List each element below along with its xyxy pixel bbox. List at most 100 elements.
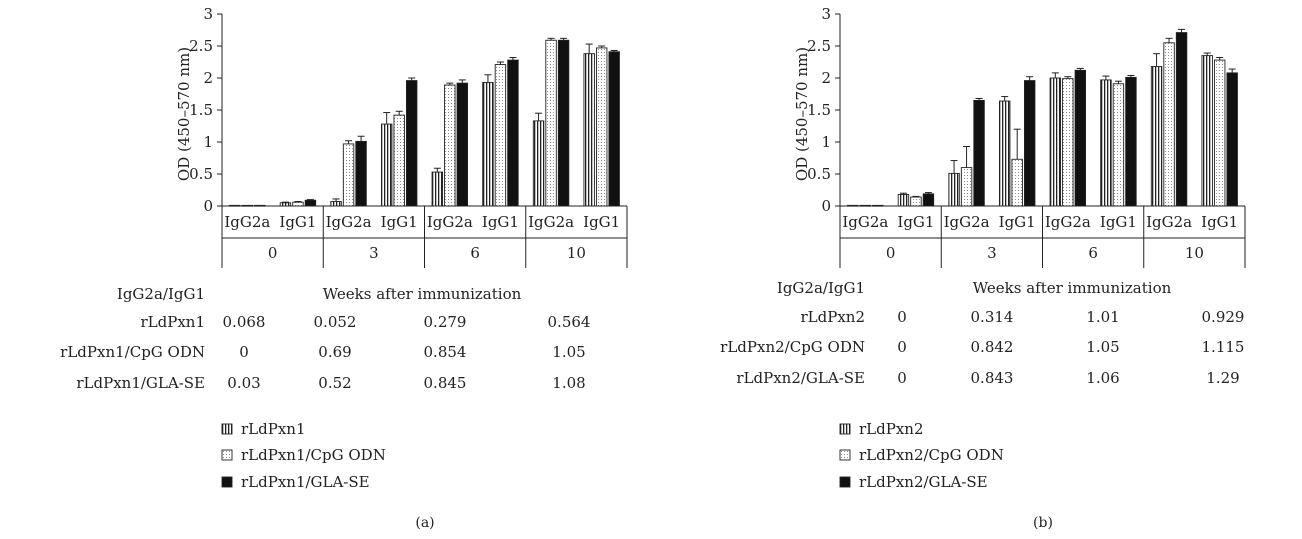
bar-rldpxn1-igg2a-week-10 xyxy=(532,120,545,207)
bar-rldpxn2-igg2a-week-0 xyxy=(847,204,859,207)
bar-rldpxn1-igg1-week-6 xyxy=(482,82,494,207)
subcategory-label-igg1: IgG1 xyxy=(999,213,1036,231)
y-tick-label: 0.5 xyxy=(807,165,831,183)
table-cell: 1.05 xyxy=(1086,338,1119,356)
legend-swatch-rldpxn1-gla-se xyxy=(221,476,233,488)
y-tick-label: 1.5 xyxy=(189,101,213,119)
bar-rldpxn2-cpg-odn-igg1-week-3 xyxy=(1011,158,1023,207)
table-cell: 0 xyxy=(897,338,907,356)
y-tick-label: 1 xyxy=(821,133,831,151)
subcategory-label-igg1: IgG1 xyxy=(897,213,934,231)
subcategory-label-igg1: IgG1 xyxy=(583,213,620,231)
bar-rldpxn1-cpg-odn-igg2a-week-6 xyxy=(444,84,456,207)
group-label-week-0: 0 xyxy=(268,244,278,262)
table-row-label: rLdPxn2/CpG ODN xyxy=(720,338,865,356)
legend-swatch-rldpxn2-gla-se xyxy=(839,476,851,488)
legend-swatch-rldpxn1 xyxy=(221,423,233,435)
table-cell: 0.279 xyxy=(424,313,467,331)
table-cell: 0.854 xyxy=(424,343,467,361)
bar-rldpxn2-gla-se-igg1-week-10 xyxy=(1226,72,1238,207)
bar-rldpxn2-igg1-week-0 xyxy=(897,194,910,207)
y-tick-label: 3 xyxy=(203,5,213,23)
y-tick-label: 3 xyxy=(821,5,831,23)
subcategory-label-igg2a: IgG2a xyxy=(326,213,372,231)
panel-label: (a) xyxy=(415,515,434,531)
table-cell: 1.08 xyxy=(552,374,585,392)
table-cell: 0 xyxy=(897,308,907,326)
group-label-week-6: 6 xyxy=(1088,244,1098,262)
table-cell: 0.03 xyxy=(227,374,260,392)
subcategory-label-igg2a: IgG2a xyxy=(528,213,574,231)
y-tick-label: 2.5 xyxy=(807,37,831,55)
bar-rldpxn2-cpg-odn-igg1-week-0 xyxy=(910,196,922,207)
legend-label: rLdPxn1/CpG ODN xyxy=(241,446,386,464)
table-header-ratio: IgG2a/IgG1 xyxy=(117,285,205,303)
bar-rldpxn2-igg2a-week-10 xyxy=(1150,66,1163,207)
group-label-week-10: 10 xyxy=(1185,244,1204,262)
bar-rldpxn2-igg1-week-3 xyxy=(998,100,1011,207)
table-cell: 0.69 xyxy=(318,343,351,361)
y-tick-label: 0 xyxy=(821,197,831,215)
table-cell: 0 xyxy=(897,369,907,387)
bar-rldpxn1-igg2a-week-6 xyxy=(431,171,444,207)
bar-rldpxn2-cpg-odn-igg2a-week-3 xyxy=(960,167,973,207)
table-cell: 0.843 xyxy=(971,369,1014,387)
table-cell: 1.01 xyxy=(1086,308,1119,326)
bar-rldpxn2-cpg-odn-igg1-week-10 xyxy=(1213,59,1226,207)
group-label-week-6: 6 xyxy=(470,244,480,262)
bar-rldpxn2-gla-se-igg2a-week-10 xyxy=(1175,32,1188,207)
table-cell: 1.29 xyxy=(1206,369,1239,387)
bar-rldpxn2-cpg-odn-igg1-week-6 xyxy=(1112,83,1125,207)
bar-rldpxn2-cpg-odn-igg2a-week-0 xyxy=(859,204,872,207)
bar-rldpxn1-gla-se-igg1-week-3 xyxy=(405,80,418,207)
bar-rldpxn2-gla-se-igg2a-week-6 xyxy=(1074,69,1087,207)
bar-rldpxn1-igg1-week-0 xyxy=(279,202,292,207)
subcategory-label-igg1: IgG1 xyxy=(1201,213,1238,231)
bar-rldpxn1-cpg-odn-igg2a-week-10 xyxy=(545,39,557,207)
y-axis-label: OD (450–570 nm) xyxy=(175,47,193,181)
y-tick-label: 1 xyxy=(203,133,213,151)
subcategory-label-igg2a: IgG2a xyxy=(842,213,888,231)
bar-rldpxn1-gla-se-igg2a-week-6 xyxy=(456,82,469,207)
table-row-label: rLdPxn1/GLA-SE xyxy=(76,374,205,392)
y-tick-label: 0 xyxy=(203,197,213,215)
group-label-week-3: 3 xyxy=(987,244,997,262)
subcategory-label-igg1: IgG1 xyxy=(381,213,418,231)
bar-rldpxn1-igg2a-week-0 xyxy=(229,204,241,207)
table-row-label: rLdPxn1 xyxy=(141,313,206,331)
legend-swatch-rldpxn1-cpg-odn xyxy=(221,449,233,461)
table-cell: 0.068 xyxy=(223,313,266,331)
bar-rldpxn2-gla-se-igg2a-week-3 xyxy=(973,99,985,207)
bar-rldpxn1-cpg-odn-igg1-week-10 xyxy=(595,47,608,207)
bar-rldpxn1-cpg-odn-igg1-week-0 xyxy=(292,201,304,207)
bar-rldpxn2-gla-se-igg1-week-3 xyxy=(1023,80,1036,207)
table-cell: 1.06 xyxy=(1086,369,1119,387)
y-tick-label: 2 xyxy=(203,69,213,87)
bar-rldpxn1-gla-se-igg2a-week-0 xyxy=(254,204,266,207)
table-header-ratio: IgG2a/IgG1 xyxy=(777,279,865,297)
subcategory-label-igg1: IgG1 xyxy=(482,213,519,231)
table-header-weeks: Weeks after immunization xyxy=(323,285,522,303)
bar-rldpxn1-gla-se-igg2a-week-10 xyxy=(557,39,570,207)
subcategory-label-igg1: IgG1 xyxy=(279,213,316,231)
y-axis-label: OD (450–570 nm) xyxy=(793,47,811,181)
table-cell: 0.929 xyxy=(1202,308,1245,326)
table-cell: 0.052 xyxy=(314,313,357,331)
subcategory-label-igg1: IgG1 xyxy=(1100,213,1137,231)
bar-rldpxn1-gla-se-igg2a-week-3 xyxy=(355,140,367,207)
bar-rldpxn2-gla-se-igg1-week-6 xyxy=(1125,76,1137,207)
bar-rldpxn1-igg1-week-3 xyxy=(380,123,393,207)
group-label-week-10: 10 xyxy=(567,244,586,262)
legend-label: rLdPxn2/GLA-SE xyxy=(859,473,988,491)
table-cell: 0.52 xyxy=(318,374,351,392)
table-cell: 0.845 xyxy=(424,374,467,392)
y-tick-label: 1.5 xyxy=(807,101,831,119)
legend-label: rLdPxn2/CpG ODN xyxy=(859,446,1004,464)
legend-label: rLdPxn1/GLA-SE xyxy=(241,473,370,491)
table-cell: 0.842 xyxy=(971,338,1014,356)
legend-label: rLdPxn2 xyxy=(859,420,924,438)
bar-rldpxn1-gla-se-igg1-week-6 xyxy=(507,59,519,207)
